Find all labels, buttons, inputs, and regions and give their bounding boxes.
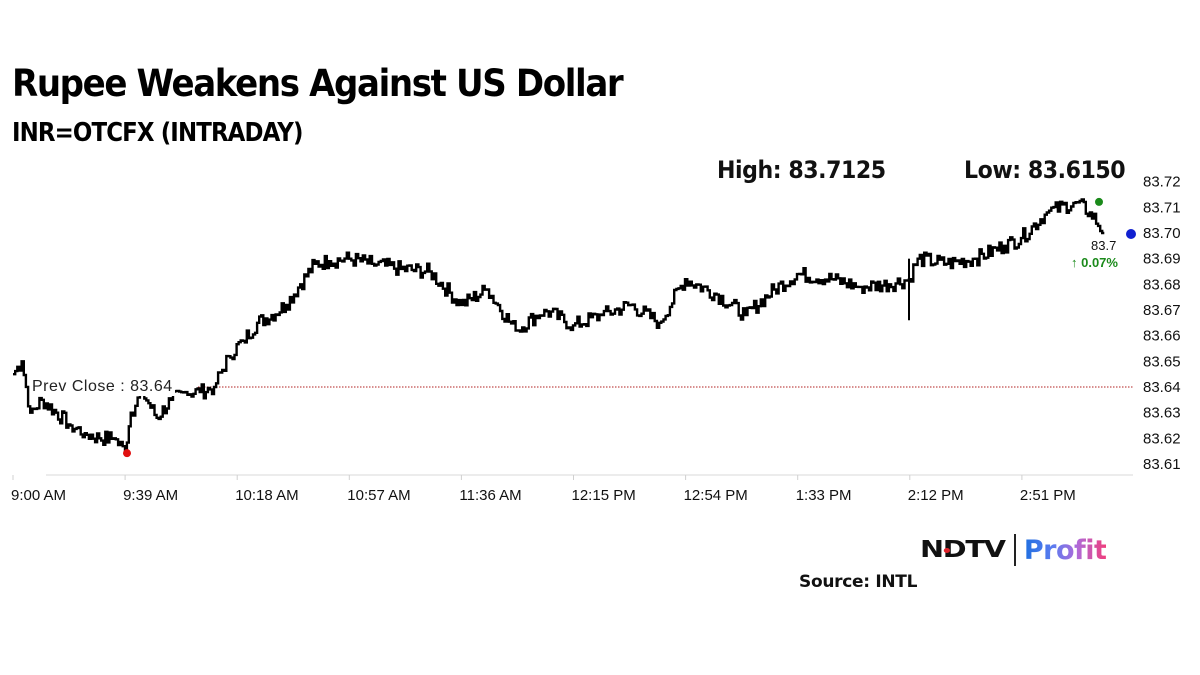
y-tick-label: 83.72 xyxy=(1143,174,1181,191)
x-tick-label: 9:00 AM xyxy=(11,487,66,504)
profit-wordmark: Profit xyxy=(1023,534,1107,566)
y-tick-label: 83.61 xyxy=(1143,456,1181,473)
x-tick-label: 10:57 AM xyxy=(347,487,410,504)
chart-subtitle: INR=OTCFX (INTRADAY) xyxy=(12,118,303,148)
y-tick-label: 83.71 xyxy=(1143,199,1181,216)
y-tick-label: 83.66 xyxy=(1143,328,1181,345)
x-tick-label: 9:39 AM xyxy=(123,487,178,504)
chart-title: Rupee Weakens Against US Dollar xyxy=(12,62,624,105)
x-tick-label: 1:33 PM xyxy=(796,487,852,504)
change-percent: ↑ 0.07% xyxy=(1071,255,1118,270)
y-tick-label: 83.67 xyxy=(1143,302,1181,319)
x-tick-label: 11:36 AM xyxy=(459,487,521,504)
logo-divider xyxy=(1013,534,1016,566)
source-note: Source: INTL xyxy=(799,572,918,592)
last-price-marker xyxy=(1126,229,1136,239)
x-tick-label: 2:12 PM xyxy=(908,487,964,504)
x-tick-label: 12:15 PM xyxy=(572,487,636,504)
high-value: High: 83.7125 xyxy=(717,156,886,184)
x-tick-label: 10:18 AM xyxy=(235,487,298,504)
y-tick-label: 83.63 xyxy=(1143,405,1181,422)
price-line xyxy=(13,198,1105,453)
y-tick-label: 83.64 xyxy=(1143,379,1181,396)
y-tick-label: 83.68 xyxy=(1143,276,1181,293)
ndtv-wordmark: NDTV xyxy=(920,537,1006,563)
last-price-label: 83.7 xyxy=(1091,238,1117,253)
x-axis-ticks: 9:00 AM 9:39 AM 10:18 AM 10:57 AM 11:36 AM 12… xyxy=(11,475,1076,504)
ndtv-red-dot xyxy=(943,548,950,553)
prev-close-label: Prev Close : 83.64 xyxy=(30,378,175,396)
y-tick-label: 83.62 xyxy=(1143,430,1181,447)
high-marker xyxy=(1095,197,1103,206)
ndtv-profit-logo: NDTV Profit xyxy=(920,533,1107,567)
x-tick-label: 2:51 PM xyxy=(1020,487,1076,504)
y-tick-label: 83.65 xyxy=(1143,353,1181,370)
y-axis-ticks: 83.72 83.71 83.70 83.69 83.68 83.67 83.66 83.65… xyxy=(1143,174,1181,473)
low-marker xyxy=(123,449,131,458)
x-tick-label: 12:54 PM xyxy=(684,487,748,504)
y-tick-label: 83.70 xyxy=(1143,225,1181,242)
low-value: Low: 83.6150 xyxy=(964,156,1126,184)
y-tick-label: 83.69 xyxy=(1143,251,1181,268)
